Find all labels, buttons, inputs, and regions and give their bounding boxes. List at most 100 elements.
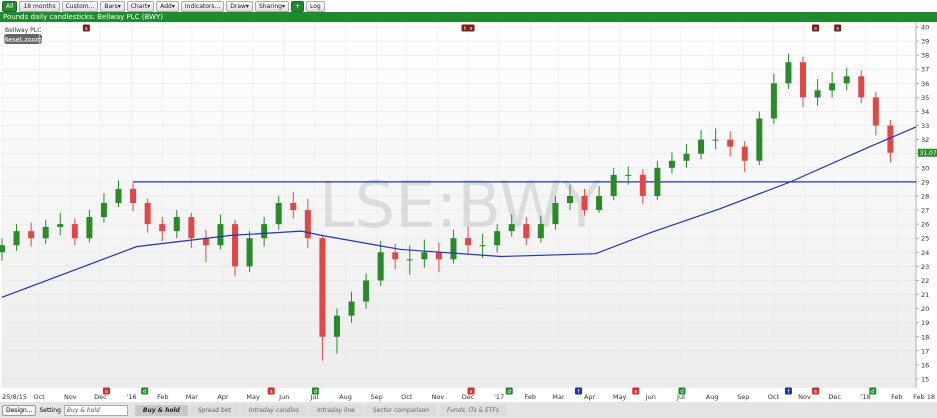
candle-body: [712, 139, 719, 141]
y-tick-label: 38: [921, 52, 929, 60]
tab[interactable]: Spread bet: [189, 404, 239, 416]
x-tick-label: Mar: [186, 393, 199, 401]
candle-body: [392, 252, 399, 260]
x-tick-label: Feb 18: [913, 393, 935, 401]
legend-label: Bellway PLC: [5, 27, 41, 34]
event-marker: [784, 387, 792, 395]
x-tick-label: Dec: [828, 393, 841, 401]
candle-body: [0, 245, 5, 253]
toolbar-button[interactable]: All: [2, 0, 18, 12]
event-marker: [812, 24, 820, 32]
candle-body: [581, 195, 588, 211]
candle-body: [304, 210, 311, 239]
toolbar: All 18 months Custom... Bars▾ Chart▾ Add▾ Indi…: [0, 0, 937, 12]
last-price-label: 31.07: [920, 150, 937, 157]
candle-body: [843, 76, 850, 84]
event-marker: [834, 24, 842, 32]
event-marker: [575, 387, 583, 395]
x-tick-label: Jun: [645, 393, 656, 401]
toolbar-button[interactable]: Log: [306, 0, 325, 12]
candle-body: [13, 231, 20, 246]
tab[interactable]: Buy & hold: [134, 404, 188, 416]
event-marker: [267, 387, 275, 395]
event-marker-label: s: [270, 389, 273, 395]
y-tick-label: 37: [921, 66, 929, 74]
candle-body: [115, 188, 122, 203]
reset-zoom-label[interactable]: Reset zoom: [4, 36, 42, 44]
candle-body: [130, 188, 137, 203]
event-marker-label: s: [470, 389, 473, 395]
toolbar-button[interactable]: Custom...: [61, 0, 99, 12]
x-tick-label: Aug: [706, 393, 719, 401]
candle-body: [290, 203, 297, 211]
x-tick-label: Sep: [371, 393, 383, 401]
candle-body: [508, 224, 515, 232]
toolbar-button[interactable]: Chart▾: [126, 0, 155, 12]
toolbar-button[interactable]: Bars▾: [100, 0, 125, 12]
toolbar-button[interactable]: Indicators...: [180, 0, 225, 12]
candle-body: [610, 174, 617, 196]
candle-body: [406, 259, 413, 261]
setting-select[interactable]: Buy & hold: [63, 404, 128, 416]
event-marker-label: t: [464, 26, 467, 32]
candle-body: [188, 217, 195, 239]
watermark: LSE:BWY: [319, 169, 602, 243]
candle-body: [450, 238, 457, 260]
candle-body: [319, 238, 326, 337]
candle-body: [202, 238, 209, 246]
reset-zoom[interactable]: [4, 34, 42, 44]
y-tick-label: 23: [921, 263, 929, 271]
toolbar-button[interactable]: +: [290, 0, 305, 12]
tab[interactable]: Intraday line: [308, 404, 363, 416]
design-button[interactable]: Design...: [2, 404, 37, 416]
candle-body: [770, 83, 777, 119]
toolbar-button[interactable]: Add▾: [156, 0, 179, 12]
event-marker-label: d: [507, 389, 511, 395]
toolbar-button[interactable]: Draw▾: [226, 0, 253, 12]
y-tick-label: 18: [921, 333, 929, 341]
toolbar-button[interactable]: 18 months: [19, 0, 60, 12]
candle-body: [100, 203, 107, 218]
y-tick-label: 32: [921, 136, 929, 144]
x-tick-label: Nov: [432, 393, 445, 401]
y-tick-label: 39: [921, 38, 929, 46]
candle-body: [465, 238, 472, 246]
candle-body: [829, 83, 836, 91]
candle-body: [333, 315, 340, 337]
tab[interactable]: Sector comparison: [364, 404, 438, 416]
y-tick-label: 26: [921, 221, 929, 229]
y-tick-label: 22: [921, 277, 929, 285]
event-marker: [505, 387, 513, 395]
event-marker-label: d: [143, 389, 147, 395]
candle-body: [537, 224, 544, 239]
event-marker: [812, 387, 820, 395]
tabs: Buy & hold Spread bet Intraday candles Intr…: [134, 404, 507, 416]
candle-body: [144, 203, 151, 225]
event-marker-label: s: [470, 26, 473, 32]
y-tick-label: 28: [921, 192, 929, 200]
toolbar-button[interactable]: Sharing▾: [254, 0, 289, 12]
candle-body: [261, 224, 268, 239]
tab[interactable]: Intraday candles: [240, 404, 307, 416]
x-tick-label: Oct: [34, 393, 46, 401]
event-marker: [632, 387, 640, 395]
y-tick-label: 33: [921, 122, 929, 130]
event-marker: [82, 24, 90, 32]
x-tick-label: 25/8/15: [2, 393, 27, 401]
event-marker-label: d: [314, 389, 318, 395]
candle-body: [523, 224, 530, 239]
x-tick-label: Jun: [278, 393, 289, 401]
x-tick-label: Sep: [737, 393, 749, 401]
candle-body: [887, 125, 894, 153]
y-tick-label: 24: [921, 249, 929, 257]
y-tick-label: 27: [921, 207, 929, 215]
event-marker-label: d: [680, 389, 684, 395]
event-marker-label: f: [578, 389, 581, 395]
candle-body: [668, 160, 675, 168]
y-tick-label: 34: [921, 108, 929, 116]
candle-body: [86, 217, 93, 239]
candle-body: [552, 203, 559, 225]
tab[interactable]: Funds, ITs & ETFs: [439, 404, 507, 416]
plot-area: [2, 22, 916, 388]
candle-body: [348, 301, 355, 316]
